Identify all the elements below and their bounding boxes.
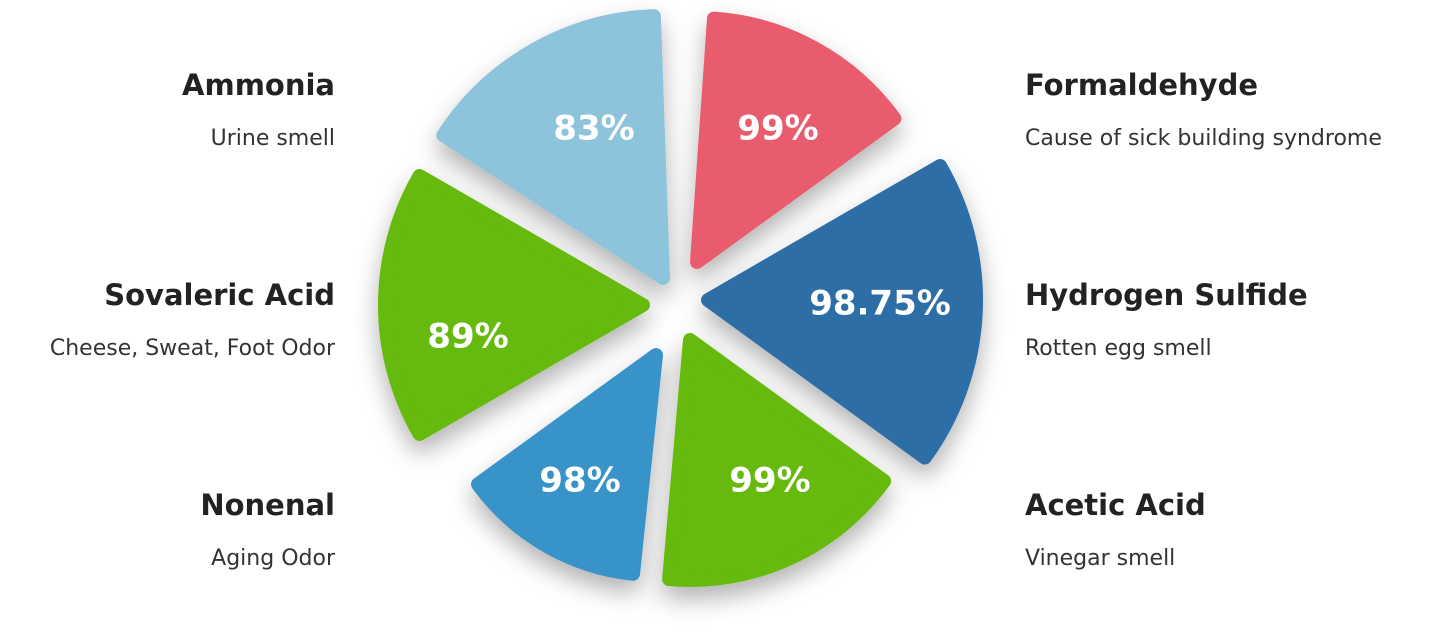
pie — [378, 9, 983, 587]
item-description: Aging Odor — [211, 546, 336, 571]
segment — [471, 348, 663, 581]
item-title: Formaldehyde — [1025, 68, 1258, 102]
segment — [436, 9, 670, 285]
segment-value: 98% — [539, 461, 620, 501]
segment-value: 98.75% — [809, 284, 951, 324]
item-title: Nonenal — [200, 488, 335, 522]
segment — [378, 169, 650, 441]
segment-value: 83% — [553, 109, 634, 149]
item-title: Sovaleric Acid — [104, 278, 335, 312]
segment-value: 99% — [737, 109, 818, 149]
segment — [690, 11, 902, 269]
item-title: Hydrogen Sulfide — [1025, 278, 1308, 312]
item-title: Ammonia — [182, 68, 335, 102]
segment — [701, 159, 983, 465]
item-description: Rotten egg smell — [1025, 336, 1212, 361]
item-description: Cheese, Sweat, Foot Odor — [50, 336, 336, 361]
segment-value: 89% — [427, 317, 508, 357]
item-title: Acetic Acid — [1025, 488, 1206, 522]
segment — [662, 333, 892, 587]
item-description: Urine smell — [211, 126, 335, 151]
item-description: Cause of sick building syndrome — [1025, 126, 1382, 151]
segment-value: 99% — [729, 461, 810, 501]
item-description: Vinegar smell — [1025, 546, 1175, 571]
